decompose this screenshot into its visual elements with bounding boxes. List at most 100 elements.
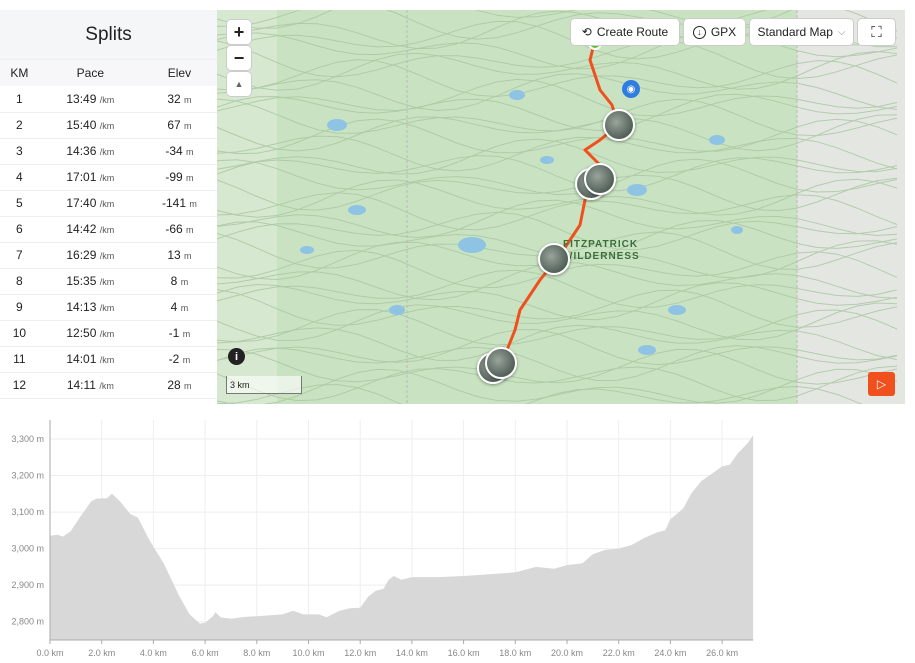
header-elev: Elev	[141, 60, 217, 86]
split-row: 7 16:29 /km 13 m	[0, 242, 217, 269]
split-elev: 32 m	[141, 86, 217, 113]
elevation-chart[interactable]: 2,800 m 2,900 m 3,000 m 3,100 m 3,200 m 3,300…	[0, 410, 760, 663]
split-pace: 16:29 /km	[38, 242, 142, 269]
zoom-in-button[interactable]: +	[227, 20, 251, 44]
eye-marker-icon[interactable]: ◉	[622, 80, 640, 98]
zoom-out-button[interactable]: −	[227, 46, 251, 70]
split-row: 9 14:13 /km 4 m	[0, 294, 217, 321]
split-pace: 17:01 /km	[38, 164, 142, 191]
compass-button[interactable]: ▲	[227, 72, 251, 96]
map-type-select[interactable]: Standard Map ⌵	[750, 19, 853, 45]
y-tick-label: 3,300 m	[11, 434, 44, 444]
create-route-button[interactable]: ⟲ Create Route	[571, 19, 679, 45]
info-button[interactable]: i	[228, 348, 245, 365]
y-tick-label: 3,100 m	[11, 507, 44, 517]
split-pace: 14:11 /km	[38, 372, 142, 399]
photo-marker[interactable]	[603, 109, 635, 141]
x-tick-label: 6.0 km	[192, 648, 219, 658]
header-pace: Pace	[38, 60, 142, 86]
map-label: WILDERNESS	[563, 251, 640, 262]
lake	[540, 156, 554, 164]
route-line	[493, 39, 620, 371]
lake	[668, 305, 686, 315]
x-tick-label: 10.0 km	[292, 648, 324, 658]
lake	[389, 305, 405, 315]
photo-marker[interactable]	[584, 163, 616, 195]
split-km: 1	[0, 86, 39, 113]
split-pace: 15:40 /km	[38, 112, 142, 139]
split-elev: -141 m	[141, 190, 217, 217]
split-elev: -99 m	[141, 164, 217, 191]
split-km: 10	[0, 320, 39, 347]
y-tick-label: 3,200 m	[11, 471, 44, 481]
split-elev: 4 m	[141, 294, 217, 321]
split-elev: 13 m	[141, 242, 217, 269]
split-elev: -2 m	[141, 346, 217, 373]
split-km: 11	[0, 346, 39, 373]
lake	[709, 135, 725, 145]
split-elev: -34 m	[141, 138, 217, 165]
split-km: 9	[0, 294, 39, 321]
split-elev: -66 m	[141, 216, 217, 243]
lake	[458, 237, 486, 253]
x-tick-label: 2.0 km	[88, 648, 115, 658]
map[interactable]: FITZPATRICK WILDERNESS ◉ + − ▲ ⟲ Create R…	[217, 10, 905, 404]
x-tick-label: 22.0 km	[603, 648, 635, 658]
lake	[327, 119, 347, 131]
y-tick-label: 3,000 m	[11, 544, 44, 554]
gpx-button[interactable]: ↓ GPX	[684, 19, 745, 45]
split-row: 5 17:40 /km -141 m	[0, 190, 217, 217]
split-km: 4	[0, 164, 39, 191]
split-pace: 14:13 /km	[38, 294, 142, 321]
gpx-label: GPX	[710, 25, 737, 39]
split-elev: 28 m	[141, 372, 217, 399]
split-row: 1 13:49 /km 32 m	[0, 86, 217, 113]
split-km: 6	[0, 216, 39, 243]
split-pace: 17:40 /km	[38, 190, 142, 217]
scale-bar: 3 km	[226, 376, 302, 394]
x-tick-label: 26.0 km	[706, 648, 738, 658]
x-tick-label: 16.0 km	[448, 648, 480, 658]
split-km: 12	[0, 372, 39, 399]
y-tick-label: 2,900 m	[11, 580, 44, 590]
split-row: 4 17:01 /km -99 m	[0, 164, 217, 191]
map-label: FITZPATRICK	[563, 239, 638, 250]
create-route-label: Create Route	[596, 25, 669, 39]
play-icon: ▷	[876, 377, 887, 391]
x-tick-label: 24.0 km	[654, 648, 686, 658]
map-type-label: Standard Map	[757, 25, 833, 39]
lake	[731, 226, 743, 234]
download-icon: ↓	[692, 25, 706, 39]
split-elev: 67 m	[141, 112, 217, 139]
lake	[300, 246, 314, 254]
split-km: 8	[0, 268, 39, 295]
photo-marker[interactable]	[485, 347, 517, 379]
lake	[348, 205, 366, 215]
split-row: 10 12:50 /km -1 m	[0, 320, 217, 347]
split-row: 3 14:36 /km -34 m	[0, 138, 217, 165]
x-tick-label: 20.0 km	[551, 648, 583, 658]
split-km: 2	[0, 112, 39, 139]
y-tick-label: 2,800 m	[11, 617, 44, 627]
chevron-down-icon: ⌵	[837, 26, 846, 38]
lake	[638, 345, 656, 355]
split-km: 3	[0, 138, 39, 165]
split-elev: 8 m	[141, 268, 217, 295]
split-pace: 13:49 /km	[38, 86, 142, 113]
split-km: 5	[0, 190, 39, 217]
split-km: 7	[0, 242, 39, 269]
fullscreen-button[interactable]: ⛶	[858, 19, 895, 45]
splits-title: Splits	[0, 10, 217, 60]
x-tick-label: 18.0 km	[499, 648, 531, 658]
split-row: 2 15:40 /km 67 m	[0, 112, 217, 139]
map-canvas: FITZPATRICK WILDERNESS	[217, 10, 905, 404]
split-row: 12 14:11 /km 28 m	[0, 372, 217, 399]
x-tick-label: 12.0 km	[344, 648, 376, 658]
split-row: 8 15:35 /km 8 m	[0, 268, 217, 295]
photo-marker[interactable]	[538, 243, 570, 275]
play-button[interactable]: ▷	[868, 372, 895, 396]
header-km: KM	[0, 60, 39, 86]
split-pace: 14:42 /km	[38, 216, 142, 243]
